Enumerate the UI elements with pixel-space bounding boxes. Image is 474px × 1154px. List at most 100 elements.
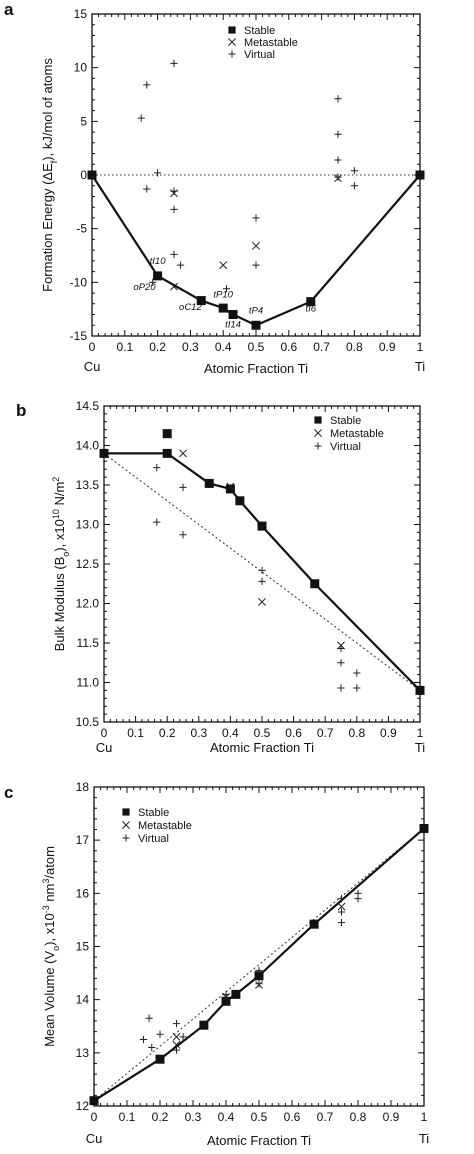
y-tick-label: 15 [76,940,90,954]
virtual-point [179,1033,187,1041]
virtual-point [143,185,151,193]
stable-point [218,303,228,313]
y-tick-label: 5 [80,114,87,128]
series-stable [162,429,172,439]
virtual-point [354,895,362,903]
virtual-point [337,908,346,916]
x-tick-label: 0.5 [254,726,271,740]
x-tick-label: 0.3 [182,340,199,354]
legend-marker-stable [314,416,322,424]
phase-label: tI10 [150,256,167,267]
virtual-point [170,59,178,67]
virtual-point [334,173,342,181]
x-tick-label: 0.4 [218,1110,235,1124]
virtual-point [252,261,260,269]
virtual-point [143,81,151,89]
stable-point [225,484,235,494]
virtual-point [172,1019,181,1028]
x-tick-label: 0.9 [383,1110,400,1124]
y-tick-label: 14.0 [76,439,100,453]
chart-panel-b: b 0 0.1 0.2 0.3 0.4 0.5 0.6 0.7 0.8 0.9 1 10.5 11.0 11… [16,399,425,755]
legend-label: Virtual [330,441,361,453]
phase-label: tP4 [249,305,263,316]
stable-point [153,271,163,281]
legend-label: Stable [244,25,275,37]
metastable-point [226,482,235,491]
x-tick-label: 0.9 [379,340,396,354]
y-tick-label: 14 [76,993,90,1007]
stable-point [415,685,425,695]
legend-label: Stable [138,807,169,819]
x-tick-label: 0.8 [348,726,365,740]
stable-point [310,579,320,589]
virtual-point [149,278,157,286]
virtual-point [153,464,161,472]
phase-label: tI14 [225,319,241,330]
legend-label: Metastable [138,820,192,832]
x-end-label-left: Cu [86,1131,103,1146]
x-tick-label: 1 [417,726,424,740]
virtual-point [154,169,162,177]
virtual-point [337,659,345,667]
phase-label: oP20 [133,282,156,293]
panel-letter: b [16,401,26,420]
stable-point [162,448,172,458]
y-tick-label: -15 [70,329,88,343]
stable-point [415,170,425,180]
series-line [93,827,425,1102]
x-tick-label: 0.5 [251,1110,268,1124]
legend-marker-metastable [228,38,236,46]
x-tick-label: 0.9 [380,726,397,740]
virtual-point [156,1030,164,1038]
x-tick-label: 0.3 [190,726,207,740]
virtual-point [153,518,161,526]
virtual-point [350,182,358,190]
stable-point [155,1054,165,1064]
panel-letter: a [4,0,14,19]
y-tick-label: 0 [80,168,87,182]
stable-point [89,1096,99,1106]
virtual-point [255,966,263,975]
x-tick-label: 0.6 [285,726,302,740]
x-axis-title: Atomic Fraction Ti [210,740,314,755]
legend-label: Metastable [330,428,384,440]
virtual-point [258,577,266,585]
x-tick-label: 0.6 [284,1110,301,1124]
legend-marker-metastable [314,429,322,437]
y-tick-label: 16 [76,886,90,900]
virtual-point [137,114,145,122]
x-tick-label: 0 [89,340,96,354]
metastable-point [172,1040,181,1049]
virtual-point [170,250,178,259]
virtual-point [139,1035,148,1044]
virtual-point [172,1046,181,1054]
stable-point [235,496,245,506]
x-tick-label: 0.4 [222,726,239,740]
metastable-point [258,597,266,606]
panel-letter: c [4,783,13,802]
virtual-point [179,531,187,539]
y-tick-label: 12.5 [76,557,100,571]
x-tick-label: 0.2 [159,726,176,740]
legend-label: Virtual [138,833,169,845]
legend-marker-virtual [228,50,236,58]
virtual-point [337,644,345,653]
y-axis-title: Mean Volume (Vo), x10-3 nm3/atom [41,846,61,1047]
x-tick-label: 0.5 [248,340,265,354]
x-tick-label: 0.7 [317,1110,334,1124]
virtual-point [334,95,342,103]
phase-label: tI6 [305,303,316,314]
metastable-point [252,241,260,250]
x-end-label-left: Cu [84,359,101,374]
x-tick-label: 1 [417,340,424,354]
phase-label: tP10 [213,289,233,300]
x-tick-label: 0.1 [119,1110,136,1124]
x-end-label-right: Ti [415,740,425,755]
stable-point [221,996,231,1006]
virtual-point [334,130,342,138]
stable-point [254,971,264,981]
series-metastable [170,174,342,291]
series-virtual [153,464,361,692]
